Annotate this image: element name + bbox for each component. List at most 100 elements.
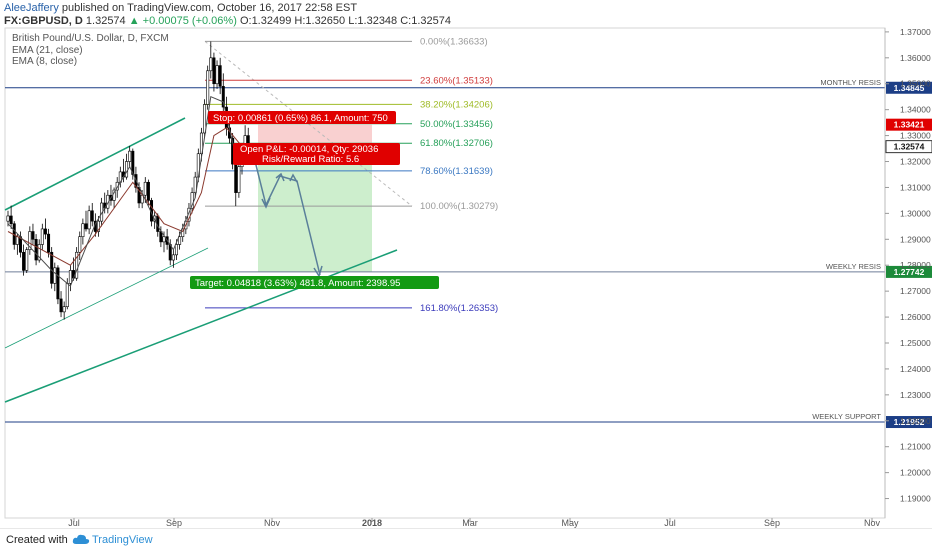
price-tick-label: 1.36000 [900, 53, 931, 63]
fib-level-label: 38.20%(1.34206) [420, 99, 493, 110]
candle-body [190, 192, 194, 209]
candle-body [125, 161, 129, 178]
fib-level-label: 161.80%(1.26353) [420, 303, 498, 314]
price-axis[interactable]: 1.37000 1.36000 1.35000 1.34000 1.33000 1.320… [884, 27, 931, 518]
candle-body [171, 254, 175, 261]
candle-body [47, 233, 51, 253]
arrow-head [275, 172, 285, 182]
chart-header: AleeJaffery published on TradingView.com… [0, 0, 932, 30]
pnl-label: Open P&L: -0.00014, Qty: 29036 [240, 144, 378, 155]
fib-level-label: 50.00%(1.33456) [420, 119, 493, 130]
candle-body [96, 220, 100, 232]
open-value: 1.32499 [251, 15, 292, 27]
rr-label: Risk/Reward Ratio: 5.6 [262, 154, 359, 165]
price-tag-text: 1.32574 [894, 142, 925, 152]
candle-body [237, 166, 241, 193]
target-label-box [190, 276, 439, 289]
footer-bar: Created with TradingView [0, 528, 932, 551]
fib-level-label: 0.00%(1.36633) [420, 36, 488, 47]
price-tick-label: 1.20000 [900, 468, 931, 478]
price-tick-label: 1.29000 [900, 234, 931, 244]
candle-body [128, 150, 132, 162]
price-tick-label: 1.34000 [900, 105, 931, 115]
time-tick-label: Sep [764, 518, 780, 528]
symbol-label: FX:GBPUSD, D [4, 15, 83, 27]
tradingview-brand[interactable]: TradingView [92, 534, 153, 546]
candle-body [199, 132, 203, 155]
change-value: ▲ +0.00075 (+0.06%) [128, 15, 237, 27]
price-tick-label: 1.32000 [900, 157, 931, 167]
fib-level-label: 78.60%(1.31639) [420, 166, 493, 177]
time-axis[interactable]: Jul Sep Nov 2018 Mar May Jul Sep Nov [68, 518, 880, 528]
candle-body [218, 65, 222, 87]
fib-level-label: 23.60%(1.35133) [420, 75, 493, 86]
level-price-text: 1.34845 [894, 83, 925, 93]
stop-label: Stop: 0.00861 (0.65%) 86.1, Amount: 750 [213, 113, 388, 124]
fib-level-label: 61.80%(1.32706) [420, 138, 493, 149]
time-tick-label: Nov [864, 518, 881, 528]
time-tick-label: Sep [166, 518, 182, 528]
candle-body [22, 251, 26, 271]
candle-body [68, 270, 72, 284]
price-tick-label: 1.25000 [900, 338, 931, 348]
low-value: 1.32348 [357, 15, 398, 27]
channel-upper [4, 117, 186, 211]
price-chart[interactable]: MONTHLY RESIS 1.34845 WEEKLY RESIS 1.27742 W… [0, 0, 932, 528]
candle-body [50, 251, 54, 284]
price-tick-label: 1.30000 [900, 208, 931, 218]
chart-legend: British Pound/U.S. Dollar, D, FXCM EMA (… [12, 33, 169, 67]
candle-body [37, 244, 41, 261]
candle-body [84, 223, 88, 230]
candle-body [56, 267, 60, 300]
legend-ema8: EMA (8, close) [12, 56, 77, 67]
candle-body [81, 223, 85, 238]
projection-arrows[interactable] [253, 156, 323, 278]
candle-body [31, 231, 35, 240]
target-label: Target: 0.04818 (3.63%) 481.8, Amount: 2… [195, 278, 400, 289]
time-tick-label: Jul [68, 518, 80, 528]
price-tick-label: 1.19000 [900, 494, 931, 504]
level-price-tag [886, 416, 932, 429]
candle-body [65, 283, 69, 308]
author-link[interactable]: AleeJaffery [4, 2, 59, 14]
stop-label-box [208, 111, 396, 124]
candle-body [43, 228, 47, 235]
candle-body [6, 215, 10, 222]
level-price-text: 1.21952 [894, 417, 925, 427]
candle-body [25, 249, 29, 271]
open-label: O: [239, 15, 252, 27]
trend-channel[interactable] [4, 117, 398, 403]
high-label: H: [294, 15, 306, 27]
candle-body [212, 57, 216, 85]
level-label: MONTHLY RESIS [820, 78, 881, 87]
candle-body [203, 104, 207, 134]
candle-body [131, 150, 135, 175]
channel-mid [4, 247, 209, 349]
candle-body [209, 57, 213, 72]
position-labels[interactable]: Stop: 0.00861 (0.65%) 86.1, Amount: 750 O… [190, 111, 439, 289]
price-tick-label: 1.27000 [900, 286, 931, 296]
price-tick-label: 1.21000 [900, 442, 931, 452]
level-price-tag [886, 265, 932, 278]
candle-body [162, 236, 166, 243]
close-label: C: [400, 15, 412, 27]
horizontal-levels[interactable]: MONTHLY RESIS 1.34845 WEEKLY RESIS 1.27742 W… [5, 78, 932, 429]
projection-path [253, 156, 321, 276]
candle-body [9, 215, 13, 225]
price-tick-label: 1.28000 [900, 260, 931, 270]
time-tick-label: May [561, 518, 579, 528]
time-tick-label: Mar [462, 518, 478, 528]
publish-line: AleeJaffery published on TradingView.com… [4, 2, 357, 15]
price-tick-label: 1.22000 [900, 416, 931, 426]
fib-level-label: 100.00%(1.30279) [420, 201, 498, 212]
level-price-text: 1.27742 [894, 267, 925, 277]
published-text: published on TradingView.com, October 16… [61, 2, 358, 14]
price-tick-label: 1.33000 [900, 131, 931, 141]
pnl-label-box [233, 143, 400, 165]
ohlc-line: FX:GBPUSD, D 1.32574 ▲ +0.00075 (+0.06%)… [4, 15, 451, 28]
arrow-head [289, 173, 298, 183]
candle-body [221, 86, 225, 108]
candle-body [62, 306, 66, 313]
channel-lower [4, 249, 398, 403]
candle-body [90, 210, 94, 222]
